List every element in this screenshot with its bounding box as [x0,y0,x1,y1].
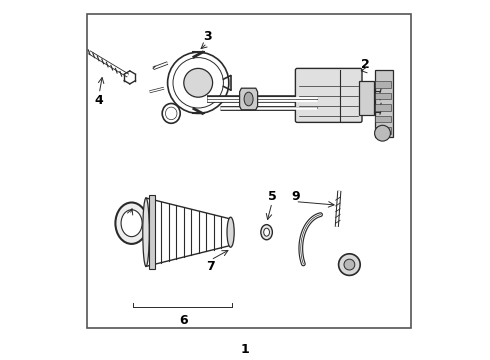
Text: 8: 8 [123,215,132,228]
Text: 9: 9 [291,190,300,203]
Circle shape [374,125,391,141]
Polygon shape [240,88,258,110]
Bar [374,116,391,122]
Bar [374,93,391,99]
Ellipse shape [227,217,234,247]
FancyBboxPatch shape [295,68,362,122]
Bar [374,127,391,134]
Ellipse shape [116,202,148,244]
Circle shape [339,254,360,275]
Text: 4: 4 [95,94,103,107]
Ellipse shape [121,210,142,237]
Ellipse shape [143,198,149,266]
Text: 3: 3 [203,30,212,42]
Bar [374,70,392,137]
Bar [360,81,374,115]
Ellipse shape [264,228,270,236]
Circle shape [184,68,213,97]
Bar [87,14,411,328]
Text: 6: 6 [179,314,188,327]
Text: 1: 1 [241,343,249,356]
Text: 5: 5 [268,190,276,203]
Circle shape [344,259,355,270]
Ellipse shape [244,92,253,106]
Ellipse shape [261,225,272,240]
Bar [149,195,155,269]
Text: 7: 7 [206,260,215,273]
Bar [374,104,391,111]
Text: 2: 2 [361,58,370,71]
Bar [374,81,391,88]
